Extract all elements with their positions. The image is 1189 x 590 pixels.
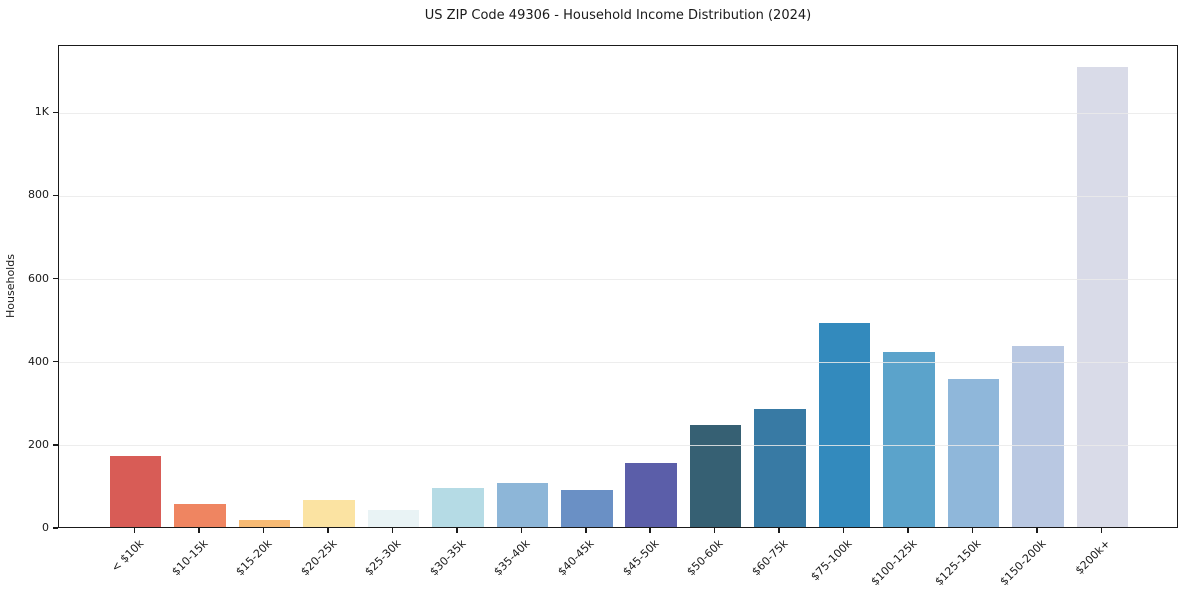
- x-tick-label: $45-50k: [620, 537, 662, 579]
- bar-$45-50k: [625, 462, 677, 527]
- y-tick-label: 600: [28, 271, 49, 285]
- x-tick-label: $15-20k: [233, 537, 275, 579]
- plot-area: [58, 45, 1178, 528]
- bar-$20-25k: [303, 499, 355, 527]
- x-tick-label: $25-30k: [362, 537, 404, 579]
- x-tick-label: $10-15k: [169, 537, 211, 579]
- x-tick-mark: [907, 528, 909, 533]
- bar-$200k+: [1076, 66, 1129, 527]
- x-tick-label: $35-40k: [491, 537, 533, 579]
- x-tick-label: $30-35k: [426, 537, 469, 579]
- bar-$75-100k: [818, 323, 871, 527]
- bar-$25-30k: [367, 509, 420, 527]
- y-tick-label: 800: [28, 188, 49, 202]
- gridline-y-200: [59, 445, 1177, 447]
- x-tick-mark: [971, 528, 974, 533]
- bar-$10-15k: [174, 504, 226, 527]
- x-tick-mark: [456, 528, 458, 533]
- y-tick-mark: [53, 527, 58, 529]
- bar-$125-150k: [947, 379, 1000, 527]
- bar-$150-200k: [1012, 346, 1064, 527]
- x-tick-label: $125-150k: [932, 537, 984, 589]
- y-tick-label: 0: [42, 521, 49, 534]
- x-tick-label: < $10k: [108, 537, 146, 575]
- x-tick-mark: [713, 528, 716, 533]
- x-tick-mark: [649, 528, 651, 533]
- y-tick-label: 400: [28, 354, 49, 368]
- x-tick-mark: [520, 528, 523, 533]
- y-tick-label: 200: [28, 437, 49, 451]
- gridline-y-1000: [59, 112, 1177, 114]
- x-tick-label: $40-45k: [555, 537, 597, 579]
- y-tick-label: 1K: [34, 105, 49, 119]
- x-tick-mark: [391, 528, 394, 533]
- y-tick-mark: [53, 111, 58, 114]
- bar-$60-75k: [754, 408, 806, 527]
- gridline-y-800: [59, 195, 1177, 197]
- x-tick-mark: [133, 528, 136, 533]
- x-tick-label: $75-100k: [808, 537, 855, 584]
- bar-$40-45k: [561, 489, 613, 527]
- x-tick-mark: [327, 528, 329, 533]
- gridline-y-600: [59, 279, 1177, 281]
- y-tick-mark: [53, 277, 58, 280]
- bar-$100-125k: [883, 351, 935, 527]
- y-tick-mark: [53, 360, 58, 363]
- x-tick-label: $100-125k: [868, 537, 920, 589]
- x-tick-label: $60-75k: [749, 537, 791, 579]
- x-tick-label: $150-200k: [996, 537, 1049, 589]
- bar-$30-35k: [432, 487, 484, 527]
- bar-< $10k: [109, 456, 162, 527]
- x-tick-mark: [1100, 528, 1103, 533]
- chart-title: US ZIP Code 49306 - Household Income Dis…: [424, 8, 812, 23]
- x-tick-label: $50-60k: [684, 537, 726, 579]
- gridline-y-400: [59, 362, 1177, 364]
- x-tick-label: $200k+: [1072, 537, 1113, 578]
- x-tick-mark: [778, 528, 780, 533]
- x-tick-mark: [585, 528, 587, 533]
- bar-$35-40k: [496, 482, 549, 527]
- bar-$50-60k: [689, 425, 742, 527]
- y-tick-mark: [53, 194, 58, 197]
- bar-$15-20k: [238, 519, 291, 527]
- x-tick-mark: [842, 528, 845, 533]
- x-tick-mark: [198, 528, 200, 533]
- x-tick-mark: [262, 528, 265, 533]
- x-tick-mark: [1036, 528, 1038, 533]
- x-tick-label: $20-25k: [297, 537, 340, 579]
- y-tick-mark: [53, 444, 58, 446]
